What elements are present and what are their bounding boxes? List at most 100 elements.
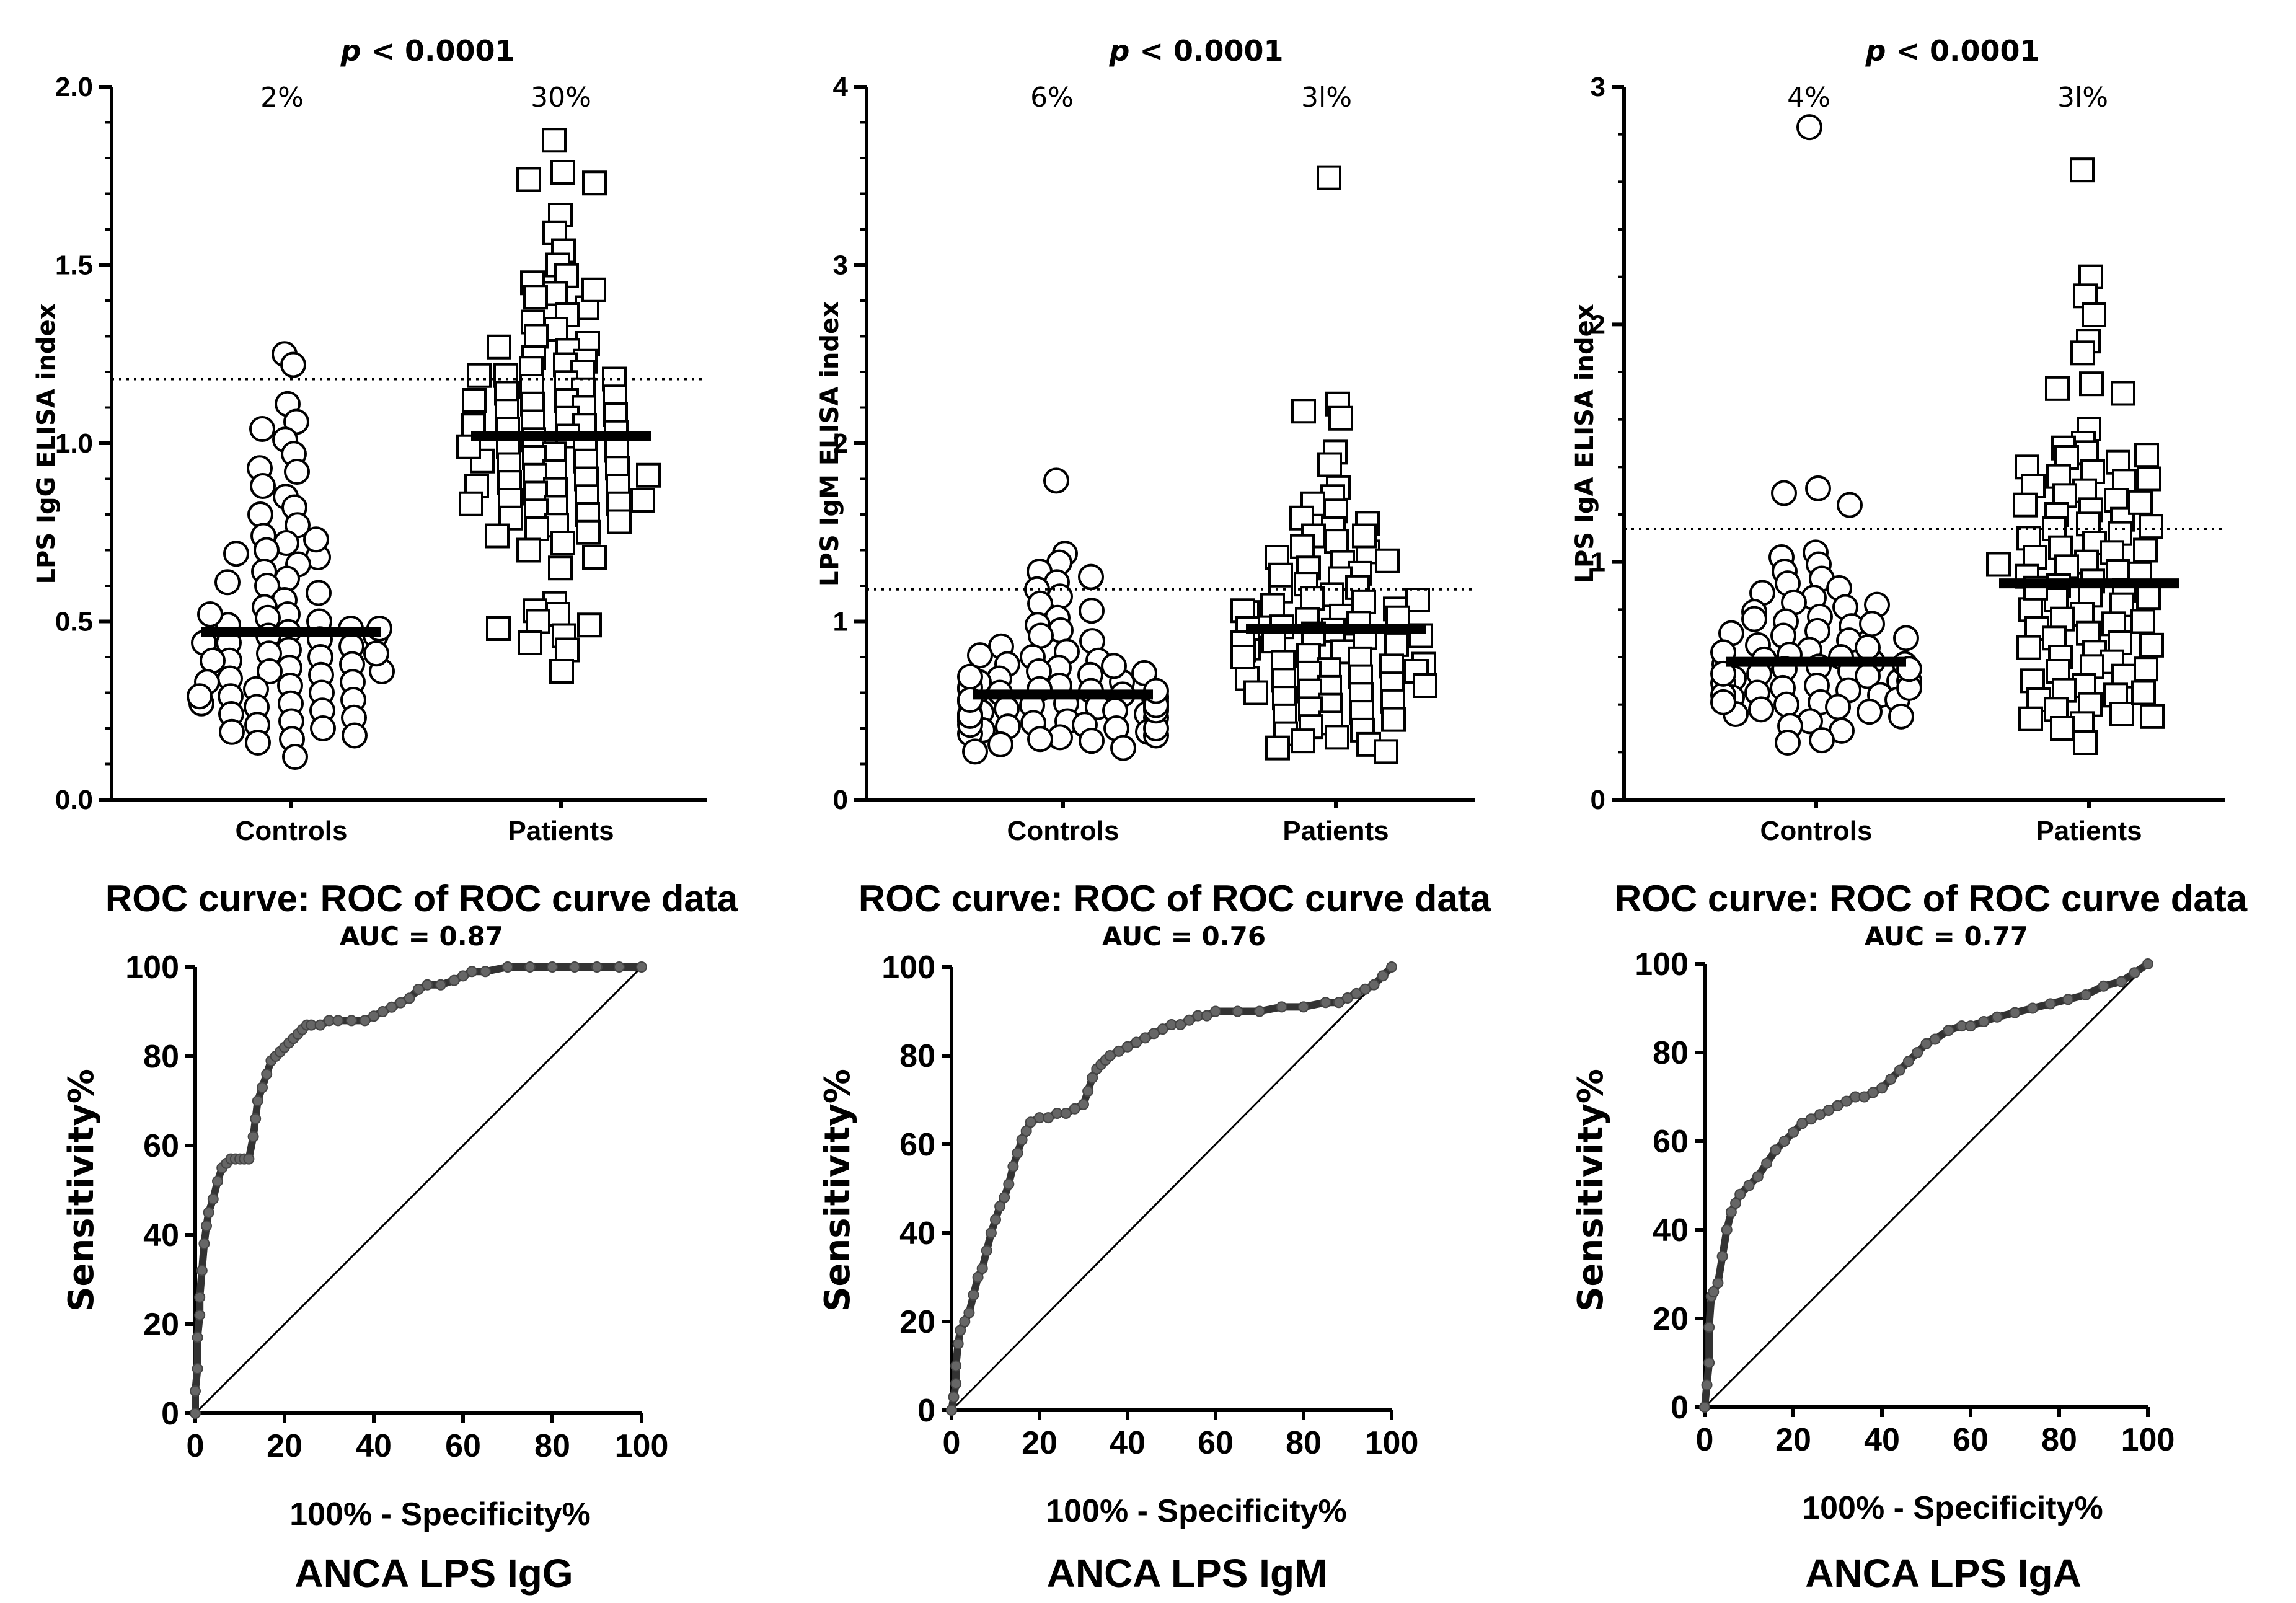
data-point: [223, 541, 249, 567]
roc-point: [1104, 1050, 1116, 1061]
roc-point: [1752, 1171, 1764, 1183]
data-point: [1773, 691, 1799, 718]
data-point: [551, 238, 576, 263]
data-point: [2013, 492, 2038, 518]
roc-point: [999, 1191, 1010, 1203]
roc-point: [1734, 1188, 1746, 1200]
roc-point: [1730, 1198, 1742, 1209]
data-point: [2079, 371, 2104, 397]
roc-point: [2062, 994, 2074, 1005]
roc-point: [547, 961, 558, 973]
y-axis-label: LPS IgG ELISA index: [32, 303, 61, 584]
roc-point: [194, 1291, 206, 1303]
x-tick-label: 80: [534, 1428, 570, 1464]
roc-point: [1210, 1005, 1221, 1017]
reference-diagonal: [950, 966, 1393, 1411]
roc-point: [1725, 1206, 1737, 1218]
data-point: [1078, 563, 1104, 590]
data-point: [550, 160, 575, 185]
percent-label-controls: 4%: [1787, 82, 1830, 113]
data-point: [524, 324, 549, 349]
data-point: [1291, 399, 1316, 424]
y-ticks: 0.0 0.5 1.0 1.5 2.0: [55, 72, 112, 815]
data-point: [957, 663, 983, 690]
y-tick-label: 4: [833, 72, 849, 102]
data-point: [2131, 680, 2156, 705]
roc-point: [1761, 1157, 1773, 1169]
data-point: [254, 537, 280, 563]
data-point: [2134, 443, 2159, 468]
panel-label: ANCA LPS IgA: [1805, 1551, 2082, 1596]
data-point: [1328, 405, 1353, 431]
data-point: [2050, 716, 2075, 741]
data-point: [1855, 634, 1881, 661]
data-point: [523, 285, 548, 310]
y-tick-label: 40: [899, 1216, 935, 1252]
roc-point: [1183, 1014, 1195, 1026]
y-tick-label: 3: [833, 250, 848, 281]
roc-point: [1770, 1144, 1782, 1156]
y-axis-label: Sensitivity%: [1571, 1069, 1611, 1312]
roc-point: [948, 1391, 960, 1403]
roc-point: [346, 1015, 357, 1027]
data-point: [1375, 548, 1400, 573]
data-point: [245, 730, 271, 756]
data-point: [555, 637, 580, 663]
y-tick-label: 1: [1591, 547, 1605, 578]
data-point: [2139, 632, 2164, 658]
roc-point: [2009, 1007, 2021, 1018]
data-point: [2140, 704, 2165, 729]
roc-point: [1012, 1147, 1023, 1159]
roc-point: [1333, 997, 1344, 1009]
data-point: [1710, 660, 1736, 687]
panel-label: ANCA LPS IgG: [294, 1551, 573, 1596]
y-axis-label: LPS IgM ELISA index: [816, 301, 844, 586]
data-point: [524, 516, 549, 541]
roc-point: [976, 1263, 988, 1274]
roc-point: [1113, 1045, 1124, 1057]
data-point: [1805, 475, 1831, 501]
roc-point: [1796, 1118, 1808, 1129]
data-point: [987, 731, 1013, 757]
roc-point: [1703, 1322, 1715, 1333]
data-point: [1110, 735, 1136, 761]
data-point: [486, 616, 511, 641]
roc-point: [386, 1001, 397, 1013]
data-point: [1771, 480, 1797, 506]
roc-point: [1929, 1033, 1941, 1045]
y-tick-label: 20: [143, 1307, 179, 1343]
roc-point: [1043, 1112, 1054, 1124]
p-value-label: p < 0.0001: [340, 34, 514, 68]
roc-point: [196, 1265, 208, 1276]
auc-label: AUC = 0.76: [1102, 921, 1266, 952]
roc-point: [1060, 1107, 1072, 1119]
roc-point: [1320, 997, 1331, 1009]
roc-point: [1867, 1087, 1879, 1098]
p-value-label: p < 0.0001: [1108, 34, 1283, 68]
roc-point: [502, 961, 513, 973]
data-point: [1260, 593, 1285, 618]
roc-point: [952, 1338, 964, 1349]
data-point: [1888, 703, 1914, 730]
data-point: [1748, 696, 1774, 723]
data-point: [363, 640, 389, 667]
y-tick-label: 100: [881, 950, 935, 986]
x-tick-label: 0: [1696, 1422, 1714, 1458]
y-tick-label: 0.5: [55, 607, 93, 637]
roc-point: [1876, 1082, 1888, 1094]
y-tick-label: 0: [1671, 1390, 1689, 1426]
category-label-patients: Patients: [2036, 816, 2142, 846]
data-point: [2130, 609, 2155, 634]
roc-point: [2116, 976, 2127, 987]
x-axis-label: 100% - Specificity%: [1802, 1490, 2103, 1526]
reference-diagonal: [1703, 963, 2149, 1408]
roc-point: [1148, 1028, 1160, 1040]
data-point: [1351, 589, 1376, 614]
data-point: [2070, 340, 2095, 366]
data-point: [2016, 635, 2041, 660]
x-tick-label: 80: [1286, 1425, 1322, 1461]
roc-point: [194, 1309, 206, 1321]
roc-point: [1699, 1402, 1710, 1413]
roc-panel-iga: ROC curve: ROC of ROC curve data AUC = 0…: [1571, 878, 2248, 1596]
data-point: [1291, 728, 1315, 754]
